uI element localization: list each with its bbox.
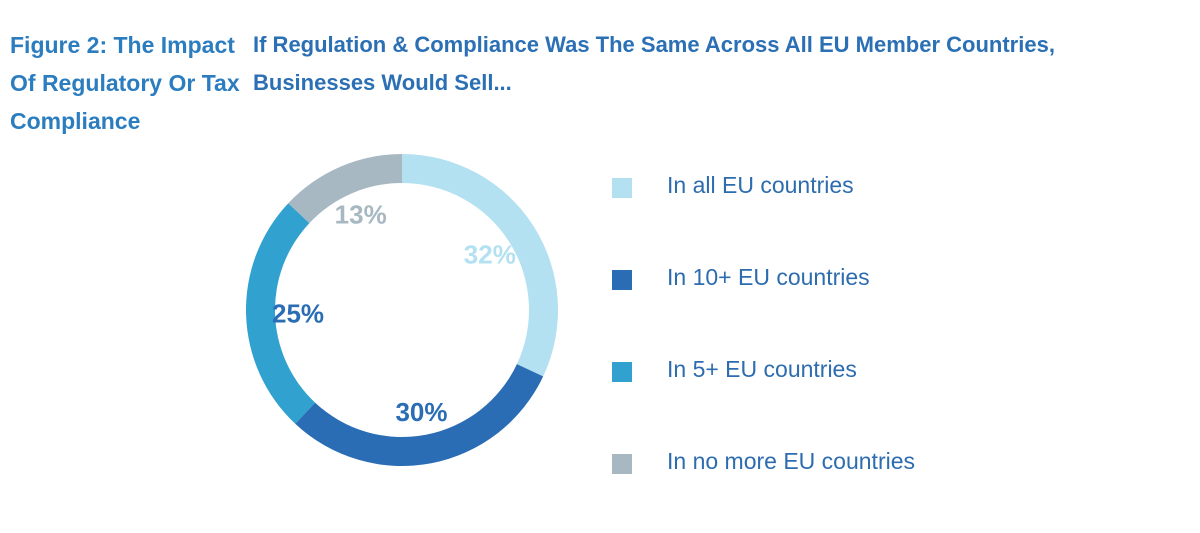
donut-slice bbox=[295, 364, 544, 466]
slice-label: 25% bbox=[272, 298, 324, 328]
donut-chart: 32% 30% 25% 13% bbox=[246, 154, 558, 466]
donut-slice bbox=[402, 154, 558, 377]
legend-label: In no more EU countries bbox=[667, 448, 916, 474]
legend-label: In 5+ EU countries bbox=[667, 356, 857, 382]
legend-swatch-none bbox=[612, 454, 632, 474]
legend-swatch-all bbox=[612, 178, 632, 198]
donut-slice bbox=[246, 203, 316, 424]
legend-swatch-5plus bbox=[612, 362, 632, 382]
legend-swatch-10plus bbox=[612, 270, 632, 290]
figure-label: Figure 2: The Impact Of Regulatory Or Ta… bbox=[10, 32, 240, 134]
donut-slice bbox=[288, 154, 402, 224]
legend-label: In 10+ EU countries bbox=[667, 264, 870, 290]
chart-title: If Regulation & Compliance Was The Same … bbox=[253, 32, 1055, 95]
slice-label: 13% bbox=[335, 200, 387, 230]
legend-label: In all EU countries bbox=[667, 172, 854, 198]
slice-label: 30% bbox=[395, 397, 447, 427]
slice-label: 32% bbox=[464, 239, 516, 269]
